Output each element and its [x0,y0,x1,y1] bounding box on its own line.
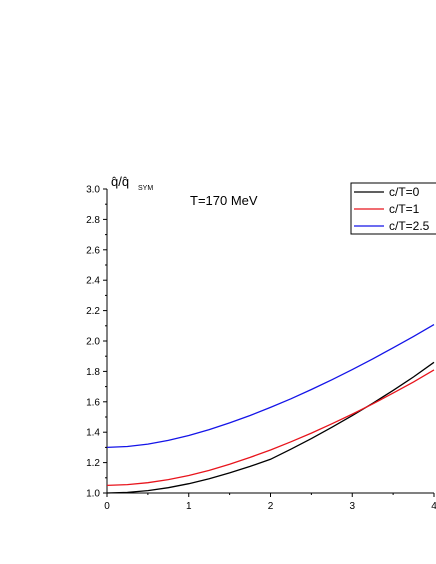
y-axis-label-subscript: SYM [138,185,153,192]
x-tick-label: 3 [349,501,355,512]
axes [106,189,434,494]
temperature-annotation: T=170 MeV [190,193,258,208]
legend: c/T=0 c/T=1 c/T=2.5 [350,182,436,235]
y-axis-label: q̂/q̂ SYM [111,174,153,192]
series-line-c-t-2-5 [106,324,435,449]
y-tick-label: 2.6 [86,245,100,256]
y-tick-label: 1.4 [86,428,100,439]
y-tick-label: 2.4 [86,276,100,287]
x-tick-label: 2 [268,501,274,512]
series-line-c-t-1 [106,369,435,487]
y-tick-label: 2.0 [86,337,100,348]
legend-label: c/T=0 [389,185,420,199]
y-tick-label: 1.0 [86,489,100,500]
y-tick-label: 1.8 [86,367,100,378]
x-tick-label: 0 [104,501,110,512]
y-axis-label-main: q̂/q̂ [111,174,129,189]
y-tick-label: 1.6 [86,397,100,408]
series-line-c-t-0 [106,361,435,494]
x-tick-label: 4 [431,501,436,512]
tick-marks: 1.0 1.2 1.4 1.6 1.8 2.0 2.2 2.4 2.6 2.8 3.0 0 1 2 3 4 [86,185,436,513]
legend-label: c/T=2.5 [389,219,430,233]
y-tick-label: 1.2 [86,458,100,469]
y-tick-label: 3.0 [86,185,100,196]
series-lines [106,324,435,494]
y-tick-label: 2.8 [86,215,100,226]
x-tick-label: 1 [186,501,192,512]
legend-label: c/T=1 [389,202,420,216]
y-tick-label: 2.2 [86,306,100,317]
